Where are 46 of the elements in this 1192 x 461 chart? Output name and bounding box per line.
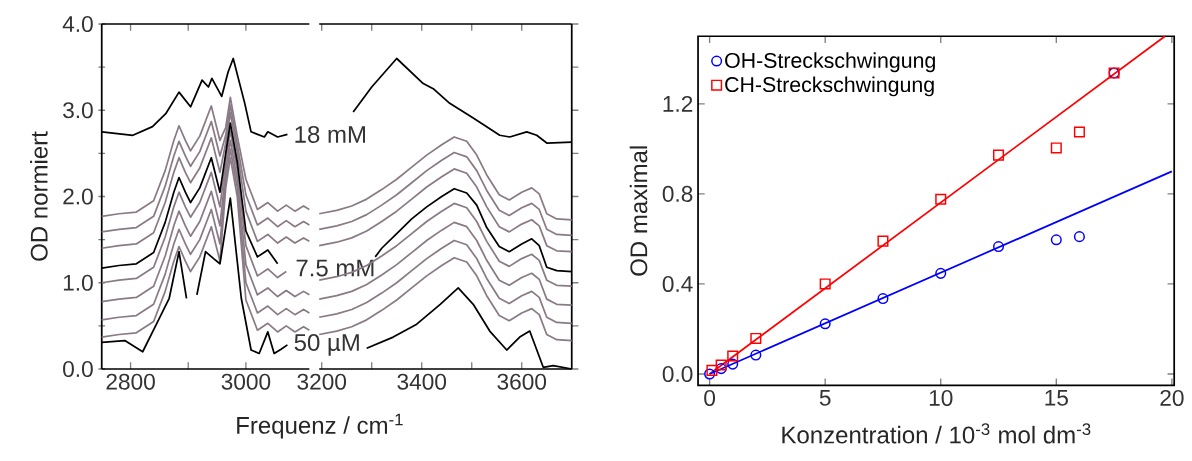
- x-tick-label: 20: [1160, 389, 1184, 407]
- y-tick-label: 3.0: [63, 102, 93, 119]
- point: [1050, 234, 1062, 246]
- y-tick-label: 0.0: [63, 360, 93, 378]
- point: [750, 349, 762, 361]
- y-axis-title: OD maximal: [629, 146, 648, 276]
- x-tick-label: 2800: [106, 373, 155, 390]
- y-axis-title: OD normiert: [30, 131, 48, 261]
- point: [819, 318, 831, 330]
- point: [1073, 231, 1085, 243]
- point: [715, 359, 727, 371]
- y-tick-label: 0.8: [662, 185, 693, 202]
- point: [715, 363, 727, 375]
- point: [704, 368, 716, 380]
- point: [877, 293, 889, 305]
- point: [1050, 142, 1062, 154]
- point: [935, 193, 947, 205]
- y-tick-label: 0.4: [662, 275, 693, 292]
- point: [1073, 126, 1085, 138]
- annotation: 18 mM: [295, 125, 365, 143]
- point: [819, 278, 831, 290]
- point: [727, 350, 739, 362]
- y-tick-label: 2.0: [63, 188, 93, 205]
- y-tick-label: 0.0: [662, 365, 693, 383]
- y-tick-label: 1.0: [63, 274, 93, 291]
- x-axis-title: Konzentration / 10$^{-3}$ mol dm$^{-3}$: [782, 423, 1091, 444]
- point: [992, 149, 1005, 161]
- legend-label: CH-Streckschwingung: [725, 76, 934, 97]
- point: [935, 267, 947, 279]
- point: [750, 332, 762, 344]
- x-tick-label: 0: [704, 389, 716, 407]
- point: [992, 241, 1005, 253]
- x-axis-title: Frequenz / cm$^{-1}$: [237, 413, 403, 439]
- legend-label: OH-Streckschwingung: [725, 52, 935, 73]
- x-tick-label: 3400: [397, 373, 447, 390]
- x-tick-label: 15: [1045, 389, 1068, 406]
- point: [877, 235, 889, 247]
- x-tick-label: 3200: [297, 373, 347, 390]
- x-tick-label: 3000: [221, 373, 271, 390]
- x-tick-label: 5: [819, 389, 831, 406]
- y-tick-label: 4.0: [62, 15, 93, 33]
- annotation: 50 µM: [294, 333, 359, 356]
- x-tick-label: 3600: [497, 373, 547, 390]
- point: [727, 358, 739, 370]
- x-tick-label: 10: [929, 389, 953, 407]
- y-tick-label: 1.2: [663, 95, 693, 112]
